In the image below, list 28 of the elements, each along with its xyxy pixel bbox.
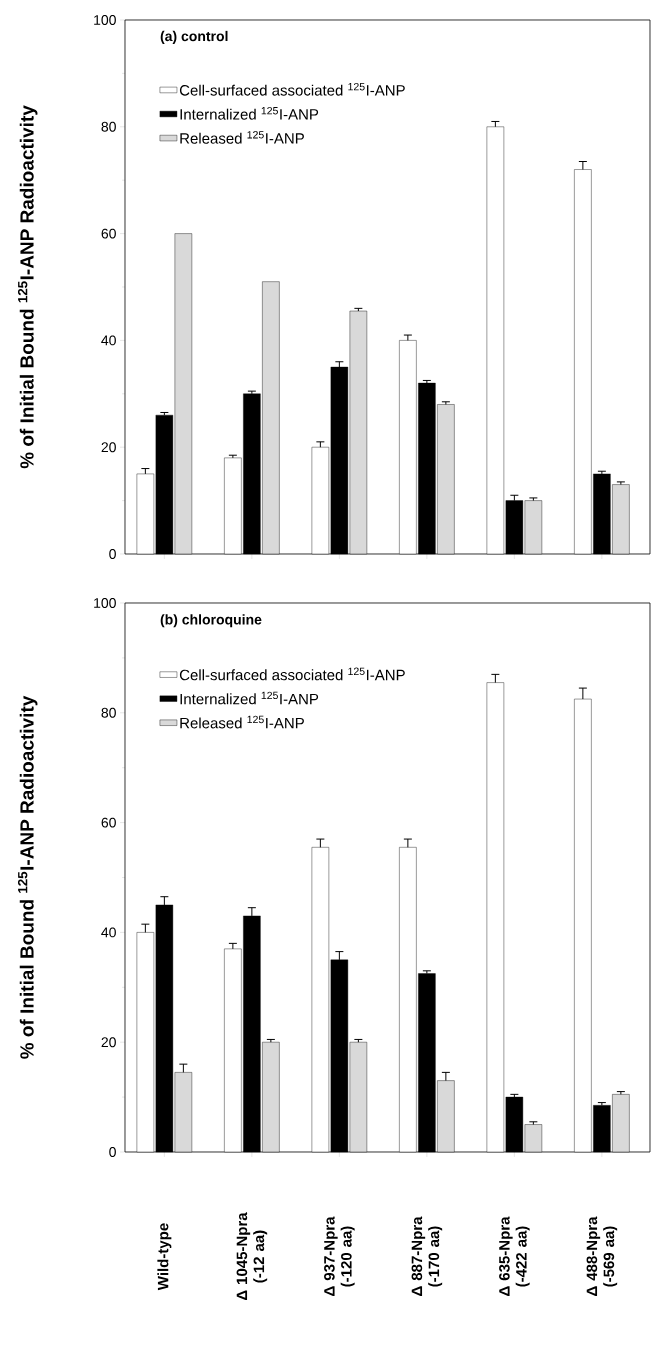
y-tick-label: 60 xyxy=(101,228,116,239)
x-tick-label: Wild-type xyxy=(157,1223,172,1291)
text: (b) chloroquine xyxy=(160,614,262,628)
x-tick-label: Δ 887-Npra (-170 aa) xyxy=(411,1216,443,1296)
y-tick-label: 40 xyxy=(101,335,116,346)
x-tick-label: Δ 635-Npra (-422 aa) xyxy=(499,1216,530,1296)
y-tick-label: 20 xyxy=(101,442,116,453)
y-tick-label: 20 xyxy=(101,1037,116,1048)
text: (a) control xyxy=(160,30,228,44)
legend-label: Released $^{125}$I-ANP xyxy=(180,715,304,729)
y-tick-label: 40 xyxy=(101,927,116,938)
y-tick-label: 60 xyxy=(101,817,116,828)
legend-label: Internalized $^{125}$I-ANP xyxy=(180,691,319,705)
y-axis-title: % of Initial Bound $^{125}$I-ANP Radioactivity xyxy=(17,695,38,1059)
y-tick-label: 80 xyxy=(101,121,116,132)
y-tick-label: 100 xyxy=(94,598,116,608)
legend-label: Internalized $^{125}$I-ANP xyxy=(180,107,319,120)
x-tick-label: Δ 1045-Npra (-12 aa) xyxy=(236,1212,268,1301)
y-axis-title: % of Initial Bound $^{125}$I-ANP Radioactivity xyxy=(17,105,38,469)
y-tick-label: 80 xyxy=(101,707,116,718)
x-tick-label: Δ 488-Npra (-569 aa) xyxy=(586,1216,618,1296)
x-tick-label: Δ 937-Npra (-120 aa) xyxy=(324,1216,355,1296)
y-tick-label: 0 xyxy=(109,549,116,559)
legend-label: Released $^{125}$I-ANP xyxy=(180,131,304,144)
y-tick-label: 0 xyxy=(109,1147,116,1157)
legend-label: Cell-surfaced associated $^{125}$I-ANP xyxy=(179,667,405,681)
y-tick-label: 100 xyxy=(94,15,116,25)
legend-label: Cell-surfaced associated $^{125}$I-ANP xyxy=(179,82,405,96)
